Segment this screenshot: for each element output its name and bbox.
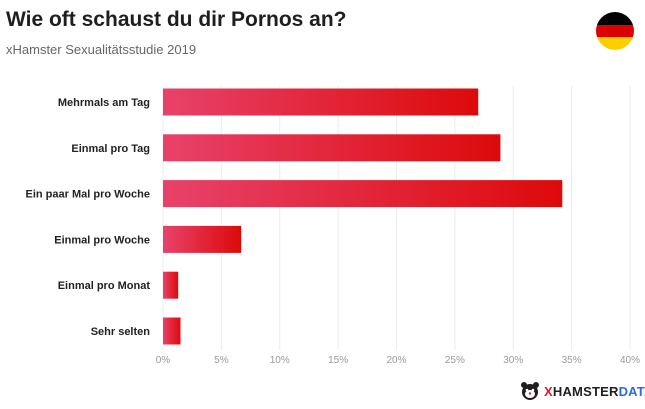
logo-data: DATA [618, 383, 645, 399]
germany-flag-icon [596, 12, 634, 50]
chart-title: Wie oft schaust du dir Pornos an? [6, 8, 347, 31]
gridlines [162, 86, 631, 350]
category-label: Ein paar Mal pro Woche [26, 189, 151, 201]
x-tick-label: 40% [620, 355, 640, 366]
bar [163, 180, 563, 208]
x-tick-label: 15% [328, 355, 348, 366]
category-label: Mehrmals am Tag [58, 97, 150, 109]
bar [163, 225, 242, 253]
x-axis-ticks: 0% 5% 10% 15% 20% 25% 30% 35% 40% [156, 355, 640, 366]
x-tick-label: 10% [270, 355, 290, 366]
category-labels: Mehrmals am Tag Einmal pro Tag Ein paar Ma… [26, 97, 151, 338]
x-tick-label: 20% [386, 355, 406, 366]
bar [163, 88, 479, 116]
x-tick-label: 35% [562, 355, 582, 366]
chart-subtitle: xHamster Sexualitätsstudie 2019 [6, 42, 197, 57]
bar [163, 317, 181, 345]
bars-group [163, 88, 563, 345]
logo-hamster: HAMSTER [552, 383, 619, 399]
x-tick-label: 5% [214, 355, 229, 366]
category-label: Einmal pro Monat [58, 280, 151, 292]
x-tick-label: 30% [503, 355, 523, 366]
logo-x: X [544, 383, 553, 399]
bar [163, 271, 179, 299]
flag-stripe-black [596, 12, 634, 25]
category-label: Sehr selten [91, 326, 151, 338]
category-label: Einmal pro Woche [54, 234, 150, 246]
bar [163, 134, 501, 162]
x-tick-label: 0% [156, 355, 171, 366]
flag-stripe-red [596, 24, 634, 38]
flag-stripe-gold [596, 37, 634, 50]
hamster-logo-icon [521, 382, 539, 400]
x-tick-label: 25% [445, 355, 465, 366]
xhamster-data-logo: XHAMSTERDATA [520, 380, 645, 402]
category-label: Einmal pro Tag [71, 143, 150, 155]
